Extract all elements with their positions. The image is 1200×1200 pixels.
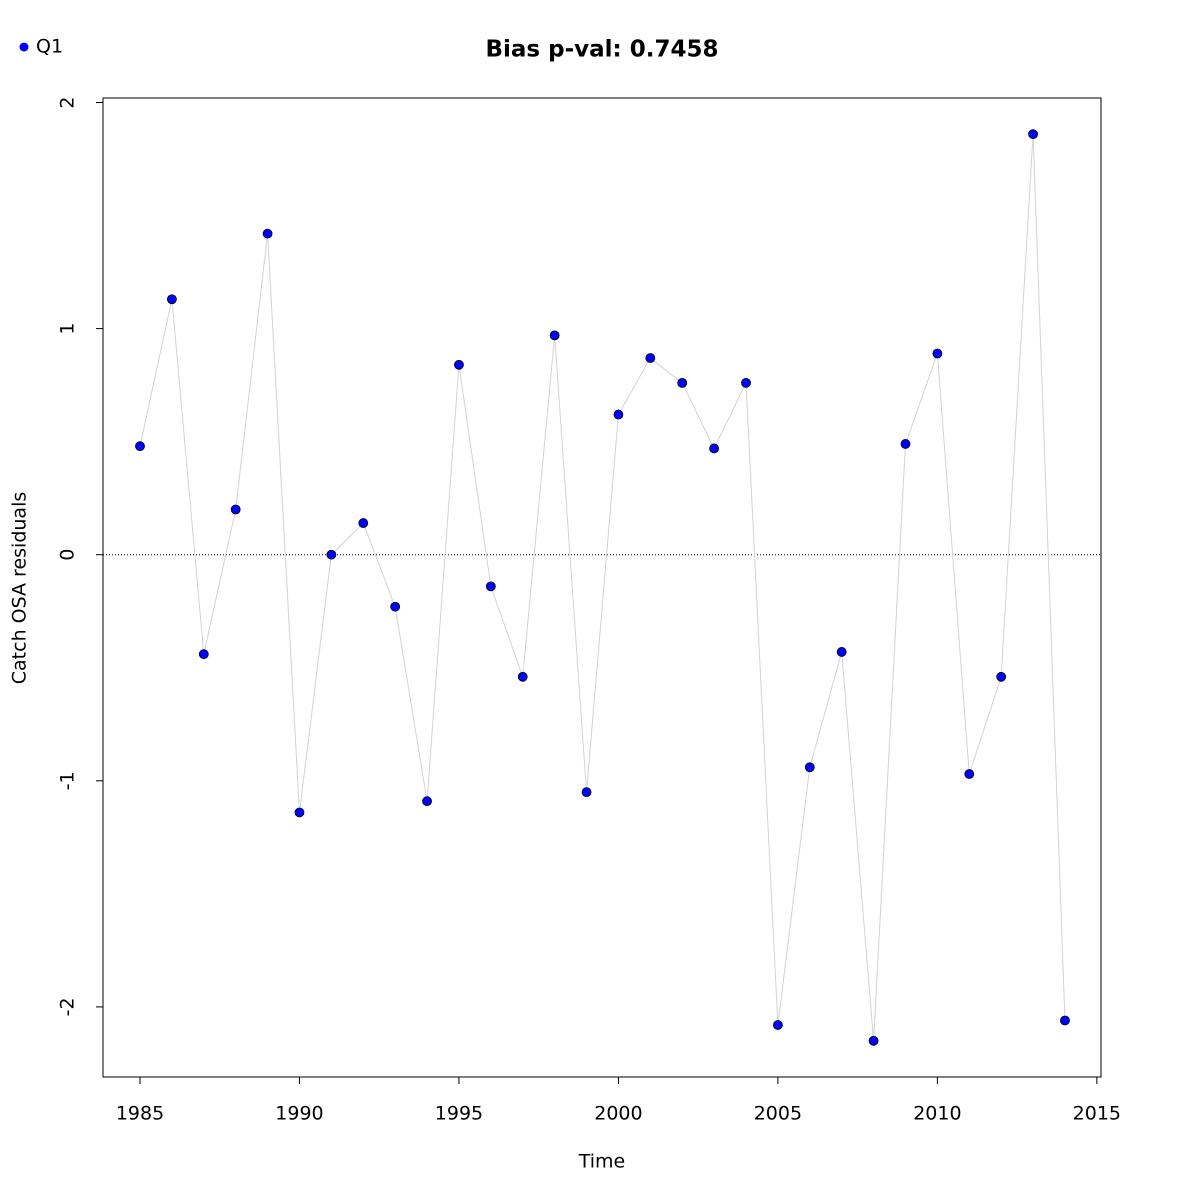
x-tick-label: 1985: [116, 1103, 164, 1125]
data-point: [166, 294, 177, 305]
data-point: [868, 1035, 879, 1046]
y-tick-label: -1: [57, 771, 79, 790]
data-point: [964, 769, 975, 779]
data-point: [517, 671, 528, 682]
x-tick-label: 2000: [594, 1103, 642, 1125]
data-point: [1028, 129, 1038, 140]
x-tick-label: 1995: [435, 1103, 483, 1125]
x-tick-label: 1990: [275, 1103, 323, 1125]
data-point: [836, 647, 847, 657]
data-point: [294, 807, 305, 818]
data-point: [581, 787, 592, 798]
data-point: [230, 504, 241, 515]
data-point: [932, 348, 943, 359]
data-point: [677, 377, 688, 388]
plot-frame: [102, 97, 1102, 1078]
data-point: [198, 649, 209, 660]
data-point: [804, 762, 815, 773]
data-point: [613, 409, 624, 420]
data-point: [454, 359, 464, 370]
y-tick-label: 2: [57, 96, 79, 108]
x-tick-label: 2010: [913, 1103, 961, 1125]
data-point: [1060, 1015, 1070, 1026]
data-point: [326, 549, 337, 560]
chart-title: Bias p-val: 0.7458: [486, 37, 719, 63]
data-point: [741, 377, 751, 388]
data-point: [773, 1020, 783, 1030]
data-point: [645, 353, 656, 363]
data-point: [422, 796, 432, 807]
y-tick-label: 1: [57, 323, 79, 335]
legend-marker: [19, 42, 29, 52]
x-tick-label: 2005: [754, 1103, 802, 1125]
data-point: [262, 228, 273, 239]
legend-label: Q1: [36, 36, 63, 58]
data-point: [390, 601, 401, 612]
x-axis-label: Time: [578, 1151, 626, 1173]
data-point: [549, 330, 560, 341]
series-line: [139, 134, 1066, 1041]
x-tick-label: 2015: [1073, 1103, 1121, 1125]
data-point: [135, 441, 145, 452]
y-tick-label: -2: [57, 997, 79, 1016]
data-point: [900, 439, 911, 449]
data-point: [358, 518, 369, 528]
data-point: [996, 671, 1007, 682]
y-axis-label: Catch OSA residuals: [9, 492, 31, 684]
data-point: [485, 581, 496, 592]
data-point: [709, 443, 720, 454]
y-tick-label: 0: [57, 549, 79, 561]
